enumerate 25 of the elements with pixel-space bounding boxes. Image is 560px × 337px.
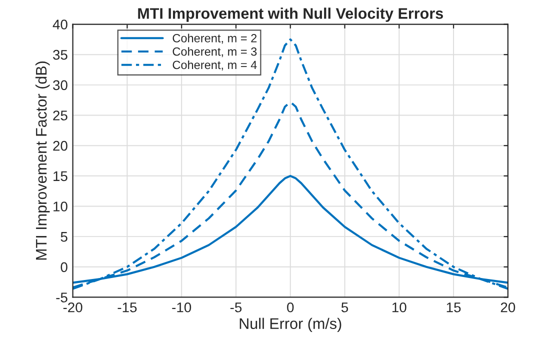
chart-title: MTI Improvement with Null Velocity Errors — [138, 8, 443, 22]
x-tick-label: 20 — [500, 302, 516, 312]
x-tick-label: 10 — [392, 302, 406, 312]
y-tick-label: 0 — [60, 262, 68, 272]
y-tick-label: 40 — [52, 20, 68, 30]
x-tick-label: -15 — [118, 302, 137, 312]
y-tick-label: 20 — [53, 140, 68, 151]
y-tick-label: 10 — [54, 202, 68, 212]
x-tick-label: -20 — [63, 302, 82, 312]
y-tick-label: 35 — [53, 50, 68, 60]
legend-label: Coherent, m = 2 — [172, 34, 257, 44]
y-tick-label: 30 — [53, 80, 68, 90]
x-tick-label: -5 — [230, 302, 242, 312]
y-axis-title: MTI Improvement Factor (dB) — [35, 62, 50, 260]
x-tick-label: 0 — [287, 302, 294, 312]
legend-label: Coherent, m = 3 — [172, 47, 257, 58]
x-axis-title: Null Error (m/s) — [240, 318, 342, 332]
x-tick-label: -10 — [172, 302, 192, 312]
y-tick-label: 25 — [53, 110, 68, 120]
y-tick-label: 15 — [54, 171, 68, 182]
legend-label: Coherent, m = 4 — [172, 60, 257, 71]
x-tick-label: 5 — [341, 302, 348, 312]
y-tick-label: 5 — [60, 232, 68, 242]
y-tick-label: -5 — [56, 292, 68, 302]
x-tick-label: 15 — [446, 302, 461, 312]
